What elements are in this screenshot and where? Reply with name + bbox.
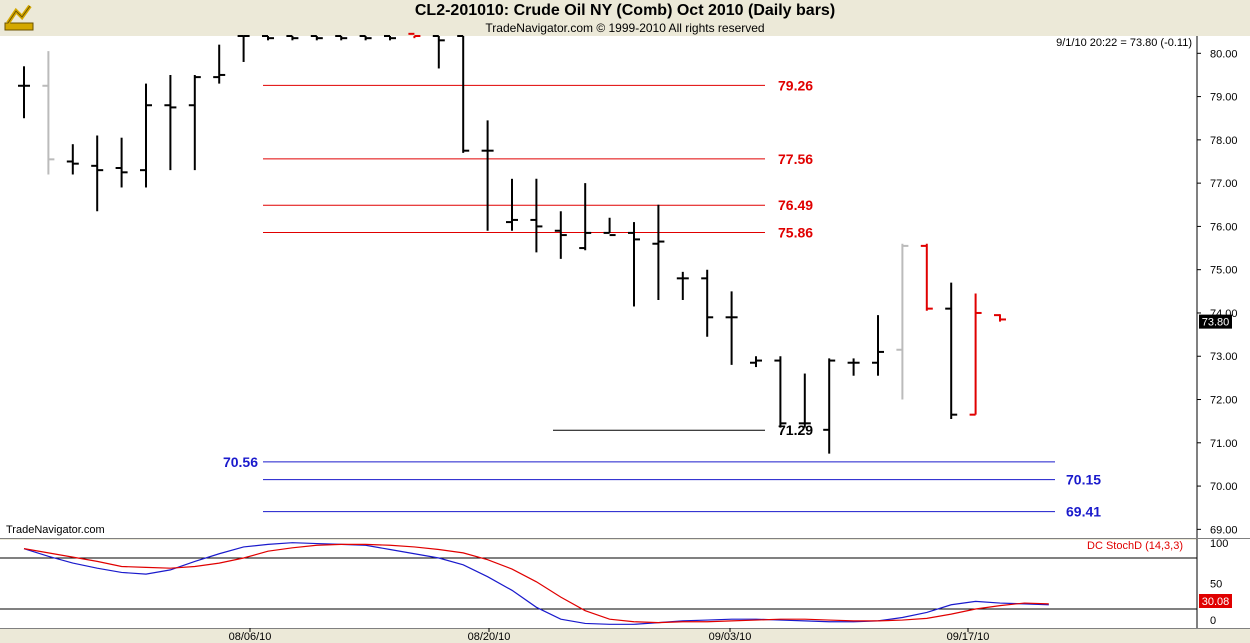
- chart-header: CL2-201010: Crude Oil NY (Comb) Oct 2010…: [0, 0, 1250, 36]
- date-tick-label: 09/03/10: [709, 631, 752, 643]
- last-quote-readout: 9/1/10 20:22 = 73.80 (-0.11): [1056, 37, 1192, 49]
- ohlc-bar: [701, 269, 714, 337]
- ohlc-bar: [164, 74, 177, 171]
- stoch-indicator-label: DC StochD (14,3,3): [1087, 540, 1183, 552]
- ohlc-bar: [188, 74, 201, 171]
- ohlc-bar: [652, 204, 665, 300]
- date-tick-label: 09/17/10: [947, 631, 990, 643]
- ohlc-bar: [872, 315, 884, 376]
- level-label: 79.26: [778, 77, 813, 93]
- ohlc-bar: [774, 356, 787, 428]
- price-axis-ticks: 80.0079.0078.0077.0076.0075.0074.0073.00…: [1197, 48, 1238, 536]
- ohlc-bar: [603, 217, 616, 237]
- price-tick-label: 78.00: [1210, 135, 1238, 147]
- ohlc-bar: [115, 137, 128, 188]
- stoch-tick-label: 50: [1210, 579, 1222, 591]
- ohlc-bar: [798, 373, 811, 428]
- ohlc-bar: [579, 183, 592, 251]
- level-label: 75.86: [778, 224, 813, 240]
- ohlc-bar: [530, 178, 543, 253]
- stoch-tick-label: 100: [1210, 538, 1228, 550]
- date-axis-ticks: 08/06/10 08/20/10 09/03/10 09/17/10: [229, 628, 990, 643]
- stoch-tick-label: 0: [1210, 615, 1216, 627]
- stoch-value-badge: [1199, 594, 1232, 608]
- last-price-badge: [1199, 314, 1232, 329]
- stochastic-panel: 100 50 0: [0, 538, 1228, 627]
- ohlc-bar: [66, 144, 79, 175]
- ohlc-bar: [676, 271, 689, 300]
- ohlc-bar: [847, 358, 860, 376]
- level-label: 70.56: [223, 454, 258, 470]
- ohlc-bars: [18, 32, 1006, 454]
- chart-title: CL2-201010: Crude Oil NY (Comb) Oct 2010…: [414, 2, 836, 19]
- stoch-line-red: [23, 543, 1049, 624]
- ohlc-bar: [969, 293, 982, 416]
- price-tick-label: 75.00: [1210, 265, 1238, 277]
- price-tick-label: 79.00: [1210, 92, 1238, 104]
- level-label: 70.15: [1066, 472, 1101, 488]
- level-label: 71.29: [778, 422, 813, 438]
- ohlc-bar: [750, 356, 762, 368]
- price-tick-label: 73.00: [1210, 351, 1238, 363]
- ohlc-bar: [945, 282, 958, 419]
- ohlc-bar: [920, 243, 933, 311]
- ohlc-bar: [213, 44, 226, 84]
- stoch-panel-background: [0, 540, 1197, 628]
- price-axis-background: [1197, 36, 1250, 628]
- price-tick-label: 69.00: [1210, 524, 1238, 536]
- watermark: TradeNavigator.com: [6, 524, 105, 536]
- ohlc-bar: [286, 35, 299, 41]
- price-tick-label: 80.00: [1210, 48, 1238, 60]
- ohlc-bar: [506, 178, 518, 231]
- ohlc-bar: [408, 32, 421, 39]
- ohlc-bar: [457, 35, 470, 153]
- date-tick-label: 08/06/10: [229, 631, 272, 643]
- ohlc-bar: [237, 35, 250, 62]
- ohlc-bar: [628, 222, 640, 307]
- ohlc-bar: [42, 51, 55, 175]
- level-label: 77.56: [778, 151, 813, 167]
- ohlc-bar: [384, 35, 396, 41]
- price-panel-background: [0, 36, 1197, 538]
- date-tick-label: 08/20/10: [468, 631, 511, 643]
- level-lines: 79.26 77.56 76.49 75.86 71.29 70.56 70.15 69.41: [223, 77, 1101, 519]
- ohlc-bar: [310, 35, 323, 41]
- stoch-value-badge-text: 30.08: [1202, 596, 1230, 608]
- ohlc-bar: [359, 35, 372, 41]
- price-tick-label: 76.00: [1210, 221, 1238, 233]
- ohlc-bar: [91, 135, 104, 212]
- ohlc-bar: [896, 243, 909, 400]
- ohlc-bar: [481, 120, 494, 231]
- price-tick-label: 71.00: [1210, 438, 1238, 450]
- ohlc-bar: [335, 35, 348, 41]
- level-label: 76.49: [778, 197, 813, 213]
- tradenavigator-logo-icon: [4, 4, 34, 31]
- last-price-badge-text: 73.80: [1202, 317, 1230, 329]
- ohlc-bar: [262, 35, 274, 41]
- copyright-text: TradeNavigator.com © 1999-2010 All right…: [485, 21, 765, 35]
- ohlc-bar: [994, 314, 1006, 322]
- ohlc-bar: [554, 211, 567, 259]
- ohlc-bar: [18, 66, 30, 119]
- level-label: 69.41: [1066, 504, 1101, 520]
- ohlc-bar: [432, 35, 445, 69]
- price-tick-label: 72.00: [1210, 395, 1238, 407]
- price-tick-label: 70.00: [1210, 481, 1238, 493]
- price-tick-label: 77.00: [1210, 178, 1238, 190]
- ohlc-bar: [823, 358, 836, 454]
- ohlc-bar: [140, 83, 152, 188]
- ohlc-bar: [725, 291, 738, 365]
